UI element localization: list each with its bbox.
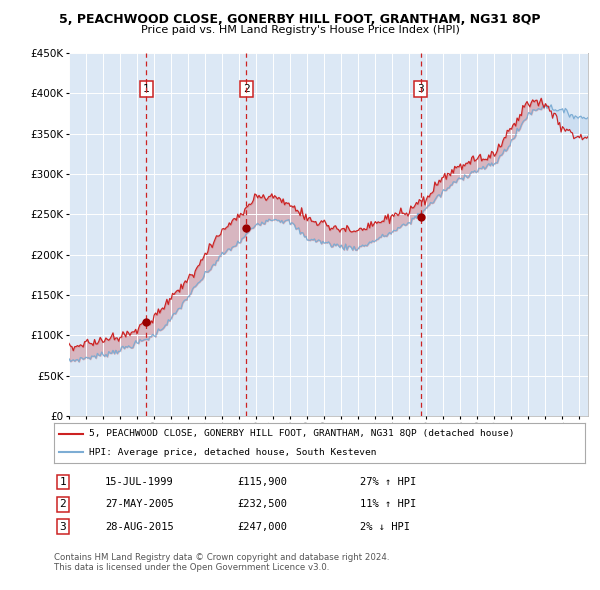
Text: This data is licensed under the Open Government Licence v3.0.: This data is licensed under the Open Gov… (54, 563, 329, 572)
Text: 3: 3 (59, 522, 67, 532)
Text: £247,000: £247,000 (237, 522, 287, 532)
Text: 28-AUG-2015: 28-AUG-2015 (105, 522, 174, 532)
Text: Price paid vs. HM Land Registry's House Price Index (HPI): Price paid vs. HM Land Registry's House … (140, 25, 460, 35)
Text: 1: 1 (59, 477, 67, 487)
Text: 27% ↑ HPI: 27% ↑ HPI (360, 477, 416, 487)
Text: HPI: Average price, detached house, South Kesteven: HPI: Average price, detached house, Sout… (89, 448, 376, 457)
Text: £232,500: £232,500 (237, 500, 287, 509)
Text: 5, PEACHWOOD CLOSE, GONERBY HILL FOOT, GRANTHAM, NG31 8QP: 5, PEACHWOOD CLOSE, GONERBY HILL FOOT, G… (59, 13, 541, 26)
Text: 1: 1 (143, 84, 149, 94)
Text: £115,900: £115,900 (237, 477, 287, 487)
Text: 27-MAY-2005: 27-MAY-2005 (105, 500, 174, 509)
Text: 5, PEACHWOOD CLOSE, GONERBY HILL FOOT, GRANTHAM, NG31 8QP (detached house): 5, PEACHWOOD CLOSE, GONERBY HILL FOOT, G… (89, 430, 514, 438)
Text: 2: 2 (243, 84, 250, 94)
Text: 2% ↓ HPI: 2% ↓ HPI (360, 522, 410, 532)
Text: 3: 3 (417, 84, 424, 94)
Text: 15-JUL-1999: 15-JUL-1999 (105, 477, 174, 487)
Text: 11% ↑ HPI: 11% ↑ HPI (360, 500, 416, 509)
Text: 2: 2 (59, 500, 67, 509)
Text: Contains HM Land Registry data © Crown copyright and database right 2024.: Contains HM Land Registry data © Crown c… (54, 553, 389, 562)
